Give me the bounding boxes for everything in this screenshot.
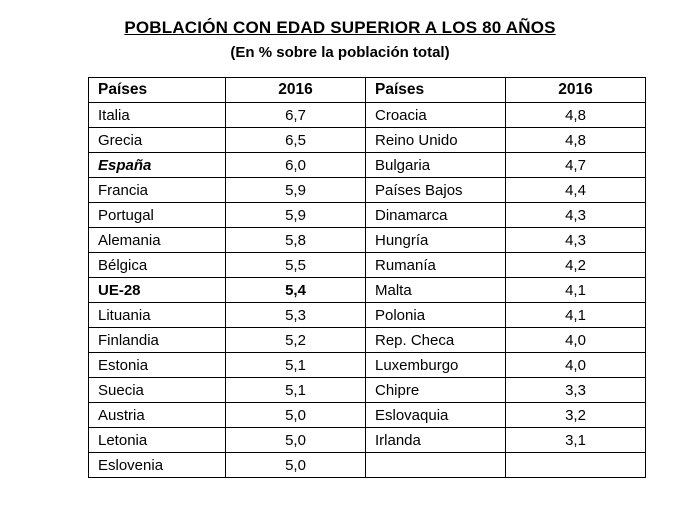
value-cell-right: 3,2 [505,402,646,428]
value-cell-right: 4,8 [505,102,646,128]
country-cell-right: Polonia [365,302,506,328]
country-cell-right: Bulgaria [365,152,506,178]
value-cell-left: 5,9 [225,202,366,228]
value-cell-right: 4,0 [505,327,646,353]
country-cell-left: Bélgica [88,252,226,278]
value-cell-right: 4,8 [505,127,646,153]
country-cell-right: Eslovaquia [365,402,506,428]
value-cell-right: 4,1 [505,277,646,303]
country-cell-left: Eslovenia [88,452,226,478]
country-cell-right: Malta [365,277,506,303]
table-row: Italia 6,7 Croacia 4,8 [88,102,646,128]
value-cell-left: 5,1 [225,377,366,403]
table-row: Finlandia 5,2 Rep. Checa 4,0 [88,327,646,353]
header-year-right: 2016 [505,77,646,103]
population-table: Países 2016 Países 2016 Italia 6,7 Croac… [88,77,646,478]
country-cell-right: Rumanía [365,252,506,278]
country-cell-left: Letonia [88,427,226,453]
value-cell-left: 5,5 [225,252,366,278]
table-row: Estonia 5,1 Luxemburgo 4,0 [88,352,646,378]
table-row: Portugal 5,9 Dinamarca 4,3 [88,202,646,228]
country-cell-left: Italia [88,102,226,128]
country-cell-left: Francia [88,177,226,203]
value-cell-right: 4,7 [505,152,646,178]
table-header-row: Países 2016 Países 2016 [88,77,646,103]
country-cell-right: Luxemburgo [365,352,506,378]
value-cell-left: 5,0 [225,402,366,428]
country-cell-right [365,452,506,478]
country-cell-left: Estonia [88,352,226,378]
page-title: POBLACIÓN CON EDAD SUPERIOR A LOS 80 AÑO… [124,18,556,37]
value-cell-left: 6,5 [225,127,366,153]
country-cell-left: Grecia [88,127,226,153]
value-cell-left: 5,1 [225,352,366,378]
value-cell-right: 4,1 [505,302,646,328]
value-cell-left: 5,0 [225,452,366,478]
country-cell-right: Dinamarca [365,202,506,228]
value-cell-left: 5,9 [225,177,366,203]
country-cell-right: Hungría [365,227,506,253]
table-row: Austria 5,0 Eslovaquia 3,2 [88,402,646,428]
value-cell-right: 3,1 [505,427,646,453]
value-cell-right: 4,0 [505,352,646,378]
country-cell-left: España [88,152,226,178]
country-cell-right: Rep. Checa [365,327,506,353]
country-cell-left: Portugal [88,202,226,228]
table-row: Suecia 5,1 Chipre 3,3 [88,377,646,403]
value-cell-left: 5,0 [225,427,366,453]
country-cell-left: UE-28 [88,277,226,303]
country-cell-right: Croacia [365,102,506,128]
header-countries-left: Países [88,77,226,103]
value-cell-left: 5,8 [225,227,366,253]
value-cell-right: 4,3 [505,202,646,228]
header-countries-right: Países [365,77,506,103]
page-subtitle: (En % sobre la población total) [230,44,450,61]
value-cell-left: 5,4 [225,277,366,303]
country-cell-right: Países Bajos [365,177,506,203]
value-cell-right: 4,2 [505,252,646,278]
table-row: UE-28 5,4 Malta 4,1 [88,277,646,303]
value-cell-left: 5,3 [225,302,366,328]
country-cell-left: Austria [88,402,226,428]
country-cell-left: Lituania [88,302,226,328]
country-cell-right: Irlanda [365,427,506,453]
country-cell-right: Chipre [365,377,506,403]
table-header: Países 2016 Países 2016 [88,77,646,103]
country-cell-right: Reino Unido [365,127,506,153]
country-cell-left: Suecia [88,377,226,403]
table-row: Francia 5,9 Países Bajos 4,4 [88,177,646,203]
value-cell-left: 6,7 [225,102,366,128]
table-row: Letonia 5,0 Irlanda 3,1 [88,427,646,453]
country-cell-left: Finlandia [88,327,226,353]
table-body: Italia 6,7 Croacia 4,8 Grecia 6,5 Reino … [88,102,646,478]
value-cell-right: 4,3 [505,227,646,253]
table-row: Eslovenia 5,0 [88,452,646,478]
value-cell-left: 6,0 [225,152,366,178]
table-row: Alemania 5,8 Hungría 4,3 [88,227,646,253]
value-cell-right [505,452,646,478]
value-cell-right: 4,4 [505,177,646,203]
value-cell-left: 5,2 [225,327,366,353]
table-row: Grecia 6,5 Reino Unido 4,8 [88,127,646,153]
header-year-left: 2016 [225,77,366,103]
value-cell-right: 3,3 [505,377,646,403]
table-row: Lituania 5,3 Polonia 4,1 [88,302,646,328]
table-row: España 6,0 Bulgaria 4,7 [88,152,646,178]
country-cell-left: Alemania [88,227,226,253]
table-row: Bélgica 5,5 Rumanía 4,2 [88,252,646,278]
